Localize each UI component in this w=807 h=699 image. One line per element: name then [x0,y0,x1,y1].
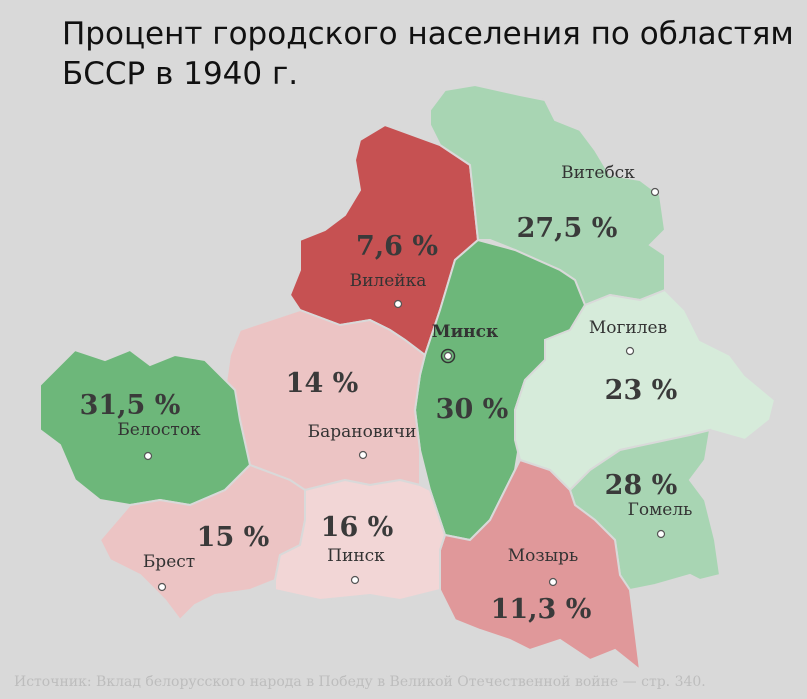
value-label: 28 % [605,470,678,501]
region-name: Белосток [117,420,201,440]
city-marker [393,299,403,309]
region-name: Могилев [589,318,667,338]
city-marker [656,529,666,539]
city-marker [350,575,360,585]
value-label: 31,5 % [80,390,181,421]
value-label: 7,6 % [356,231,438,262]
region-name: Вилейка [350,271,427,291]
title-line: БССР в 1940 г. [62,56,298,92]
region [429,83,667,307]
value-label: 15 % [197,522,270,553]
region-name: Минск [432,322,499,342]
region-name: Гомель [628,500,693,520]
city-marker [650,187,660,197]
region-name: Пинск [327,546,385,566]
region [274,478,447,602]
value-label: 16 % [321,512,394,543]
city-marker [143,451,153,461]
value-label: 23 % [605,375,678,406]
city-marker [358,450,368,460]
value-label: 30 % [436,394,509,425]
region-name: Барановичи [308,422,417,442]
region [439,458,642,673]
region-name: Мозырь [508,546,579,566]
city-marker [443,351,453,361]
city-marker [157,582,167,592]
capital-marker [440,348,456,364]
source: Источник: Вклад белорусского народа в По… [14,674,706,690]
value-label: 14 % [286,368,359,399]
region [223,308,427,492]
title-line: Процент городского населения по областям [62,16,794,52]
value-label: 27,5 % [517,213,618,244]
city-marker [548,577,558,587]
region-name: Витебск [561,163,635,183]
region-name: Брест [143,552,195,572]
city-marker [625,346,635,356]
value-label: 11,3 % [491,594,592,625]
